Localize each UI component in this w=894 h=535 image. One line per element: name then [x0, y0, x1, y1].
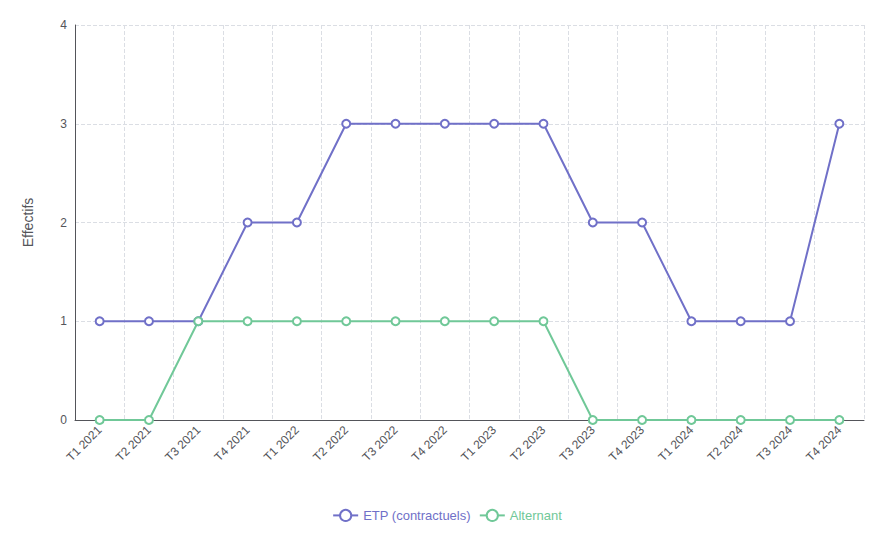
svg-text:T2 2024: T2 2024: [705, 423, 746, 464]
svg-text:T1 2022: T1 2022: [261, 423, 302, 464]
svg-text:4: 4: [60, 18, 67, 32]
svg-text:T4 2022: T4 2022: [409, 423, 450, 464]
svg-text:2: 2: [60, 216, 67, 230]
svg-text:1: 1: [60, 314, 67, 328]
svg-text:T3 2024: T3 2024: [754, 423, 795, 464]
svg-text:T2 2023: T2 2023: [507, 423, 548, 464]
svg-text:T2 2021: T2 2021: [113, 423, 154, 464]
svg-text:ETP (contractuels): ETP (contractuels): [363, 508, 470, 523]
svg-text:T3 2022: T3 2022: [359, 423, 400, 464]
svg-text:3: 3: [60, 117, 67, 131]
svg-text:T1 2023: T1 2023: [458, 423, 499, 464]
svg-text:T3 2023: T3 2023: [557, 423, 598, 464]
svg-text:0: 0: [60, 413, 67, 427]
svg-text:T1 2021: T1 2021: [64, 423, 105, 464]
svg-text:T1 2024: T1 2024: [655, 423, 696, 464]
svg-text:T4 2024: T4 2024: [803, 423, 844, 464]
svg-text:Alternant: Alternant: [510, 508, 562, 523]
svg-text:T4 2021: T4 2021: [212, 423, 253, 464]
svg-text:Effectifs: Effectifs: [20, 198, 36, 248]
svg-text:T4 2023: T4 2023: [606, 423, 647, 464]
svg-text:T3 2021: T3 2021: [162, 423, 203, 464]
svg-text:T2 2022: T2 2022: [310, 423, 351, 464]
